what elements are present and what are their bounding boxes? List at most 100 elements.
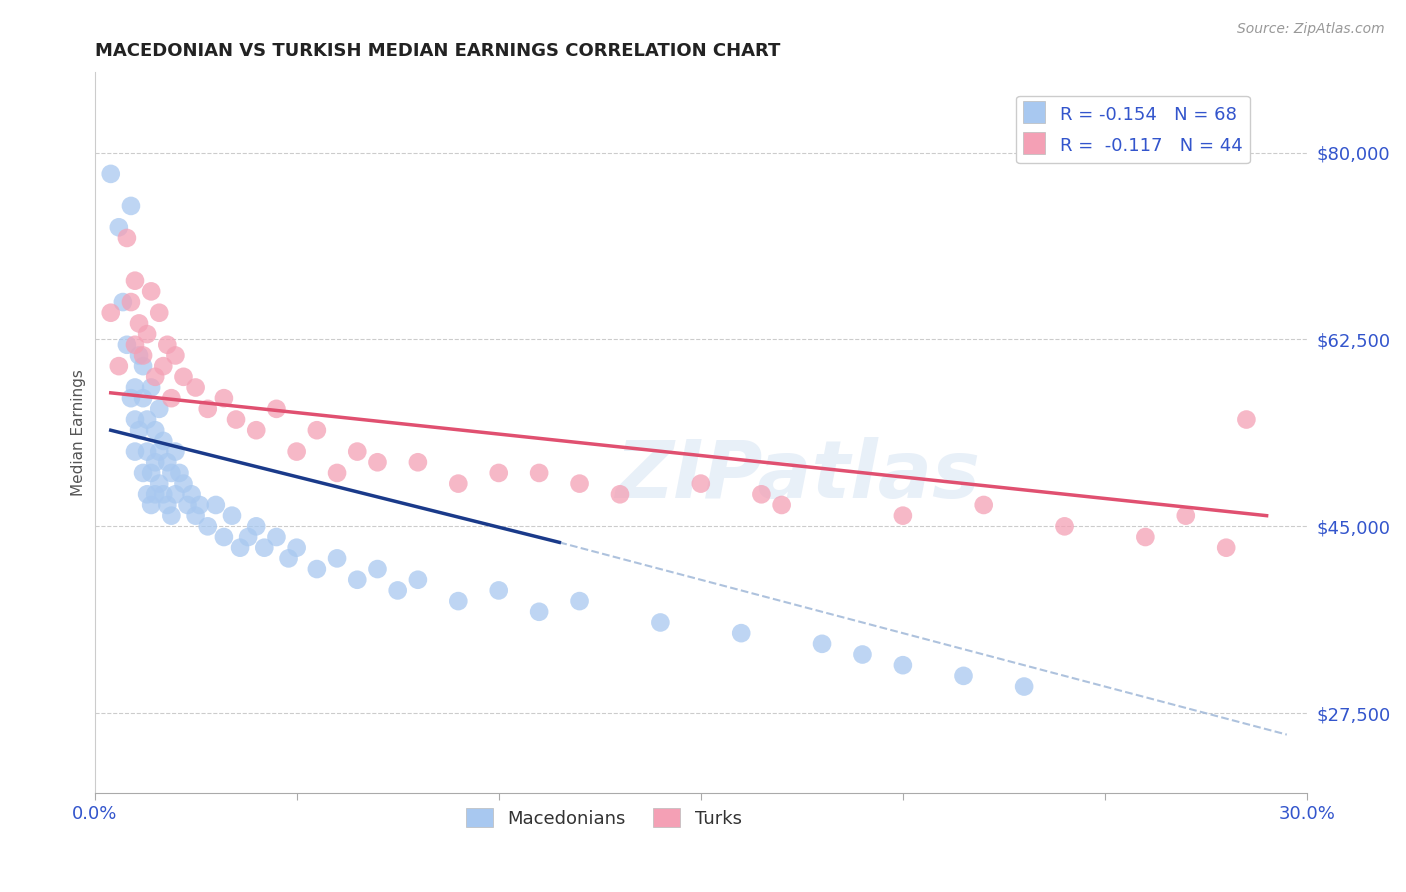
Point <box>366 455 388 469</box>
Point <box>120 295 142 310</box>
Point <box>156 498 179 512</box>
Point <box>212 530 235 544</box>
Point <box>128 348 150 362</box>
Point <box>169 466 191 480</box>
Point <box>225 412 247 426</box>
Point <box>173 369 195 384</box>
Point <box>689 476 711 491</box>
Point <box>891 658 914 673</box>
Point <box>406 455 429 469</box>
Text: Source: ZipAtlas.com: Source: ZipAtlas.com <box>1237 22 1385 37</box>
Point <box>266 530 288 544</box>
Point <box>141 466 163 480</box>
Point <box>100 167 122 181</box>
Point <box>143 423 166 437</box>
Point <box>124 380 146 394</box>
Point <box>285 541 308 555</box>
Point <box>266 401 288 416</box>
Point <box>1012 680 1035 694</box>
Point <box>132 348 155 362</box>
Point <box>305 562 328 576</box>
Point <box>387 583 409 598</box>
Point <box>1174 508 1197 523</box>
Point <box>447 594 470 608</box>
Point <box>751 487 773 501</box>
Point <box>111 295 134 310</box>
Point <box>488 583 510 598</box>
Point <box>811 637 834 651</box>
Point <box>568 476 591 491</box>
Point <box>136 487 159 501</box>
Legend: Macedonians, Turks: Macedonians, Turks <box>458 801 749 835</box>
Point <box>136 412 159 426</box>
Point <box>160 508 183 523</box>
Point <box>730 626 752 640</box>
Point <box>156 338 179 352</box>
Point <box>609 487 631 501</box>
Point <box>236 530 259 544</box>
Point <box>891 508 914 523</box>
Point <box>184 508 207 523</box>
Point <box>136 444 159 458</box>
Text: ZIPatlas: ZIPatlas <box>616 437 980 516</box>
Point <box>132 391 155 405</box>
Point <box>143 455 166 469</box>
Point <box>148 306 170 320</box>
Point <box>156 455 179 469</box>
Point <box>165 487 187 501</box>
Point <box>197 519 219 533</box>
Point <box>115 231 138 245</box>
Point <box>277 551 299 566</box>
Point <box>124 412 146 426</box>
Point <box>285 444 308 458</box>
Point <box>165 444 187 458</box>
Text: MACEDONIAN VS TURKISH MEDIAN EARNINGS CORRELATION CHART: MACEDONIAN VS TURKISH MEDIAN EARNINGS CO… <box>94 42 780 60</box>
Point <box>221 508 243 523</box>
Point <box>160 391 183 405</box>
Point <box>188 498 211 512</box>
Point <box>229 541 252 555</box>
Point <box>124 444 146 458</box>
Point <box>204 498 226 512</box>
Point <box>366 562 388 576</box>
Point <box>326 466 349 480</box>
Point <box>141 285 163 299</box>
Point <box>108 220 131 235</box>
Point <box>148 401 170 416</box>
Point <box>245 519 267 533</box>
Point <box>568 594 591 608</box>
Point <box>346 444 368 458</box>
Point <box>165 348 187 362</box>
Point <box>305 423 328 437</box>
Point <box>952 669 974 683</box>
Point <box>770 498 793 512</box>
Point <box>1215 541 1237 555</box>
Point <box>124 274 146 288</box>
Point <box>1053 519 1076 533</box>
Point <box>152 434 174 448</box>
Point <box>173 476 195 491</box>
Point <box>128 423 150 437</box>
Point <box>447 476 470 491</box>
Point <box>120 391 142 405</box>
Point <box>406 573 429 587</box>
Point <box>973 498 995 512</box>
Point <box>124 338 146 352</box>
Point <box>136 327 159 342</box>
Point <box>160 466 183 480</box>
Point <box>346 573 368 587</box>
Point <box>851 648 873 662</box>
Point <box>527 466 550 480</box>
Point <box>120 199 142 213</box>
Point <box>141 498 163 512</box>
Point <box>184 380 207 394</box>
Point <box>152 359 174 373</box>
Point <box>1135 530 1157 544</box>
Point <box>132 359 155 373</box>
Point <box>148 476 170 491</box>
Point <box>148 444 170 458</box>
Point <box>176 498 198 512</box>
Point <box>143 487 166 501</box>
Point <box>326 551 349 566</box>
Y-axis label: Median Earnings: Median Earnings <box>72 369 86 496</box>
